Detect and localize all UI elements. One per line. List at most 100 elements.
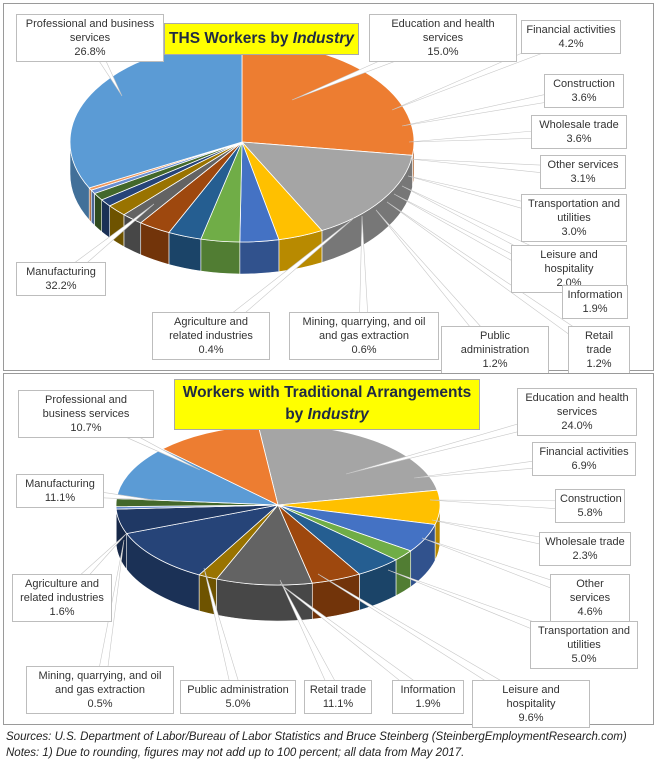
pie-slice-education-and-health-services [241,141,413,232]
data-label-value: 0.5% [87,698,113,710]
data-label-name: Agriculture and related industries [20,578,104,604]
data-label-name: Other services [547,159,619,171]
pie-wall-agriculture-and-related-industries [88,187,92,223]
sources-text: Sources: U.S. Department of Labor/Bureau… [6,731,627,743]
traditional-chart-panel: Workers with Traditional Arrangements by… [3,373,654,728]
data-label-value: 3.6% [571,92,597,104]
data-label-name: Wholesale trade [539,119,619,131]
data-label-value: 4.6% [577,606,603,618]
data-label-name: Retail trade [584,330,614,356]
data-label-professional-and-business-services: Professional and business services 26.8% [16,14,164,62]
data-label-value: 1.9% [415,698,441,710]
pie-slices [115,424,441,586]
data-label-name: Mining, quarrying, and oil and gas extra… [302,316,426,342]
data-label-name: Education and health services [525,392,629,418]
data-label-mining-quarrying-and-oil-and-gas-extraction: Mining, quarrying, and oil and gas extra… [26,666,174,714]
data-label-retail-trade: Retail trade 11.1% [304,680,372,714]
data-label-wholesale-trade: Wholesale trade 2.3% [539,532,631,566]
data-label-manufacturing: Manufacturing 32.2% [16,262,106,296]
data-label-value: 0.6% [351,344,377,356]
ths-chart-title: THS Workers by Industry [164,23,359,55]
data-label-name: Leisure and hospitality [502,684,560,710]
data-label-name: Construction [560,493,622,505]
data-label-information: Information 1.9% [392,680,464,714]
ths-pie-chart [57,31,603,355]
pie-wall-wholesale-trade [200,238,241,275]
data-label-name: Public administration [187,684,289,696]
data-label-name: Manufacturing [26,266,96,278]
data-label-retail-trade: Retail trade 1.2% [568,326,630,374]
data-label-value: 1.9% [582,303,608,315]
data-label-name: Education and health services [391,18,495,44]
data-label-financial-activities: Financial activities 6.9% [532,442,636,476]
traditional-pie-chart [58,406,593,709]
data-label-name: Construction [553,78,615,90]
data-label-name: Retail trade [309,684,367,696]
data-label-education-and-health-services: Education and health services 24.0% [517,388,637,436]
data-label-value: 3.6% [566,133,592,145]
data-label-value: 32.2% [45,280,77,292]
data-label-leisure-and-hospitality: Leisure and hospitality 9.6% [472,680,590,728]
pie-wall-construction [239,239,280,275]
data-label-value: 5.0% [571,653,597,665]
data-label-value: 1.2% [586,358,612,370]
data-label-name: Information [567,289,623,301]
data-label-transportation-and-utilities: Transportation and utilities 5.0% [530,621,638,669]
data-label-financial-activities: Financial activities 4.2% [521,20,621,54]
data-label-value: 1.6% [49,606,75,618]
data-label-value: 24.0% [561,420,593,432]
data-label-value: 5.0% [225,698,251,710]
pie-slice-retail-trade [125,504,280,576]
data-label-name: Mining, quarrying, and oil and gas extra… [38,670,162,696]
data-label-wholesale-trade: Wholesale trade 3.6% [531,115,627,149]
data-label-transportation-and-utilities: Transportation and utilities 3.0% [521,194,627,242]
data-label-value: 10.7% [70,422,102,434]
data-label-mining-quarrying-and-oil-and-gas-extraction: Mining, quarrying, and oil and gas extra… [289,312,439,360]
data-label-name: Wholesale trade [545,536,625,548]
data-label-name: Professional and business services [42,394,130,420]
pie-wall-mining-quarrying-and-oil-and-gas-extraction [90,189,95,227]
data-label-name: Leisure and hospitality [540,249,598,275]
data-label-value: 26.8% [74,46,106,58]
data-label-name: Information [400,684,456,696]
data-label-name: Agriculture and related industries [169,316,253,342]
pie-slice-leisure-and-hospitality [215,504,313,586]
data-label-name: Transportation and utilities [538,625,630,651]
data-label-name: Transportation and utilities [528,198,620,224]
data-label-name: Professional and business services [25,18,155,44]
data-label-construction: Construction 5.8% [555,489,625,523]
data-label-information: Information 1.9% [562,285,628,319]
data-label-other-services: Other services 3.1% [540,155,626,189]
data-label-name: Manufacturing [25,478,95,490]
data-label-value: 0.4% [198,344,224,356]
data-label-name: Public administration [460,330,530,356]
data-label-value: 11.1% [322,698,354,710]
ths-chart-panel: THS Workers by Industry Professional and… [3,3,654,374]
data-label-public-administration: Public administration 5.0% [180,680,296,714]
notes-text: Notes: 1) Due to rounding, figures may n… [6,747,465,759]
footer-notes: Sources: U.S. Department of Labor/Bureau… [6,729,650,761]
data-label-value: 15.0% [427,46,459,58]
data-label-agriculture-and-related-industries: Agriculture and related industries 0.4% [152,312,270,360]
data-label-value: 11.1% [44,492,76,504]
data-label-name: Financial activities [526,24,616,36]
data-label-public-administration: Public administration 1.2% [441,326,549,374]
data-label-value: 9.6% [518,712,544,724]
pie-slices [69,41,415,243]
data-label-agriculture-and-related-industries: Agriculture and related industries 1.6% [12,574,112,622]
data-label-education-and-health-services: Education and health services 15.0% [369,14,517,62]
data-label-other-services: Other services 4.6% [550,574,630,622]
data-label-professional-and-business-services: Professional and business services 10.7% [18,390,154,438]
data-label-value: 4.2% [558,38,584,50]
data-label-value: 2.3% [572,550,598,562]
data-label-manufacturing: Manufacturing 11.1% [16,474,104,508]
data-label-value: 3.1% [570,173,596,185]
data-label-value: 1.2% [482,358,508,370]
pie-wall-retail-trade [101,199,110,239]
data-label-name: Financial activities [539,446,629,458]
data-label-value: 3.0% [561,226,587,238]
data-label-value: 5.8% [577,507,603,519]
data-label-value: 6.9% [571,460,597,472]
data-label-name: Other services [569,578,611,604]
data-label-construction: Construction 3.6% [544,74,624,108]
